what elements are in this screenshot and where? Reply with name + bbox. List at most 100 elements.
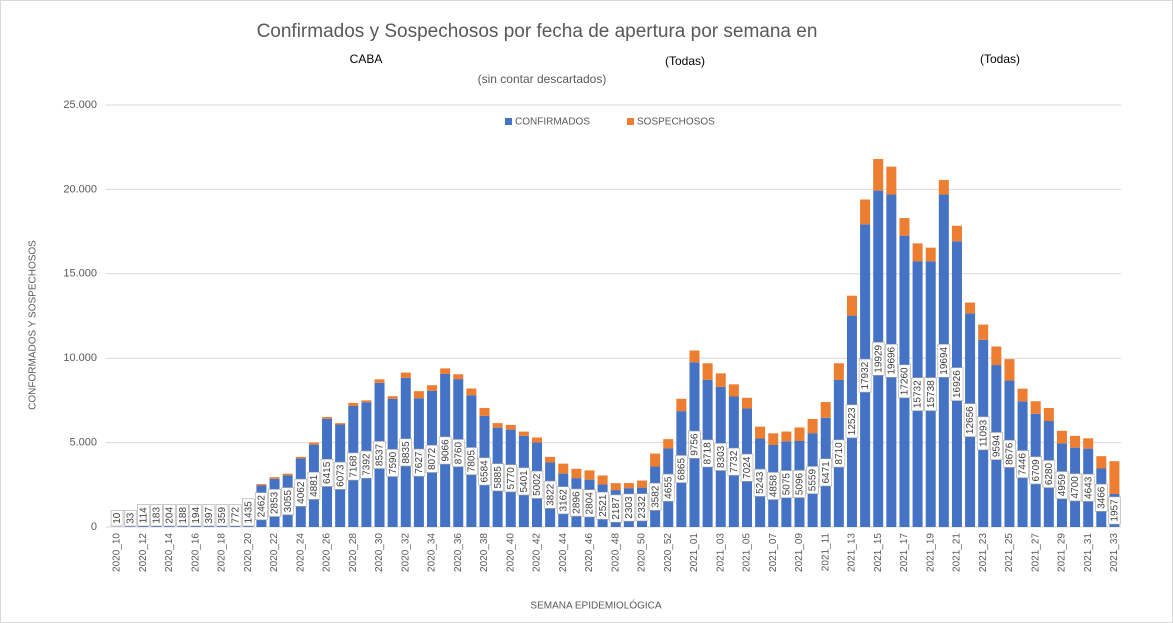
- bar: [1070, 435, 1081, 448]
- data-label: 6415: [322, 461, 333, 484]
- data-label: 183: [152, 507, 163, 524]
- bar: [1109, 461, 1120, 494]
- bar: [938, 180, 949, 195]
- data-label-box: [320, 458, 334, 487]
- bar: [991, 346, 1002, 366]
- data-label: 7805: [467, 450, 478, 473]
- data-label: 4959: [1057, 474, 1068, 497]
- data-label: 188: [178, 507, 189, 524]
- data-label-box: [635, 493, 649, 522]
- x-tick-label: 2020_32: [400, 533, 411, 572]
- bar: [860, 199, 871, 225]
- x-tick-label: 2021_23: [978, 533, 989, 572]
- bar: [623, 483, 634, 489]
- data-label: 17260: [900, 367, 911, 395]
- data-label-box: [530, 470, 544, 499]
- x-tick-label: 2020_34: [427, 533, 438, 572]
- data-label-box: [885, 343, 898, 378]
- data-label-box: [241, 498, 255, 527]
- data-label: 7168: [348, 455, 359, 478]
- data-label-box: [661, 473, 675, 502]
- data-label: 3055: [283, 490, 294, 513]
- data-label: 6865: [677, 457, 688, 480]
- data-label-box: [1108, 496, 1121, 525]
- x-axis-label: SEMANA EPIDEMIOLÓGICA: [530, 599, 661, 612]
- bar: [886, 166, 897, 195]
- data-label: 9594: [991, 434, 1002, 457]
- bar: [400, 372, 411, 378]
- x-tick-label: 2020_14: [164, 533, 175, 572]
- data-label-box: [137, 504, 150, 527]
- bar: [256, 484, 267, 486]
- data-label: 772: [230, 507, 241, 524]
- legend-label: SOSPECHOSOS: [637, 117, 715, 128]
- bar: [650, 453, 661, 467]
- bar: [1043, 407, 1054, 421]
- data-label: 204: [165, 507, 176, 524]
- bar: [807, 418, 818, 434]
- data-label: 15732: [913, 380, 924, 408]
- data-label-box: [504, 464, 518, 493]
- bar: [781, 431, 792, 442]
- data-label: 5243: [755, 471, 766, 494]
- data-label: 11093: [978, 419, 989, 447]
- filter: (Todas): [665, 54, 705, 68]
- data-label: 3162: [558, 489, 569, 512]
- data-label: 7732: [729, 450, 740, 473]
- data-label-box: [176, 504, 189, 527]
- x-tick-label: 2021_11: [820, 533, 831, 572]
- data-label: 8710: [834, 442, 845, 465]
- chart-title: Confirmados y Sospechosos por fecha de a…: [257, 21, 818, 42]
- data-label: 6709: [1031, 459, 1042, 482]
- data-label-box: [110, 510, 124, 527]
- x-tick-label: 2021_17: [899, 533, 910, 572]
- bar: [558, 463, 569, 474]
- data-label: 2853: [270, 491, 281, 514]
- data-label: 8072: [427, 447, 438, 470]
- data-label-box: [346, 452, 360, 481]
- data-label-box: [727, 447, 741, 476]
- data-label-box: [596, 491, 609, 520]
- bar: [951, 225, 962, 242]
- data-label: 33: [125, 512, 136, 524]
- y-axis-label: CONFORMADOS Y SOSPECHOSOS: [28, 240, 39, 410]
- data-label: 1957: [1110, 499, 1121, 522]
- bar: [728, 384, 739, 397]
- bar: [479, 407, 490, 416]
- data-label-box: [1016, 450, 1029, 479]
- x-tick-label: 2021_25: [1004, 533, 1015, 572]
- bar: [492, 423, 503, 428]
- bar: [663, 439, 674, 449]
- data-label: 7446: [1018, 453, 1029, 476]
- data-label-box: [1081, 473, 1095, 502]
- bar: [532, 437, 543, 443]
- data-label: 4858: [768, 474, 779, 497]
- data-label: 7024: [742, 456, 753, 479]
- data-label-box: [753, 468, 767, 497]
- x-tick-label: 2021_19: [925, 533, 936, 572]
- data-label: 9756: [690, 433, 701, 456]
- x-tick-label: 2021_27: [1030, 533, 1041, 572]
- bar: [1083, 438, 1094, 449]
- x-tick-label: 2020_48: [610, 533, 621, 572]
- data-label: 4062: [296, 481, 307, 504]
- x-tick-label: 2020_42: [532, 533, 543, 572]
- bar: [1096, 456, 1107, 469]
- bar: [335, 423, 346, 425]
- bar: [427, 385, 438, 391]
- data-label: 8718: [703, 442, 714, 465]
- data-label-box: [911, 377, 924, 412]
- data-label-box: [714, 443, 728, 471]
- data-label: 8537: [375, 443, 386, 466]
- x-tick-label: 2021_09: [794, 533, 805, 572]
- bar: [794, 427, 805, 441]
- data-label: 114: [138, 507, 149, 523]
- data-label: 4700: [1070, 476, 1081, 499]
- x-tick-label: 2020_10: [112, 533, 123, 572]
- x-tick-label: 2020_46: [584, 533, 595, 572]
- bar: [820, 402, 831, 418]
- x-tick-label: 2020_40: [505, 533, 516, 572]
- data-label: 3822: [545, 483, 556, 506]
- data-label-box: [924, 377, 938, 411]
- data-label-box: [386, 449, 399, 477]
